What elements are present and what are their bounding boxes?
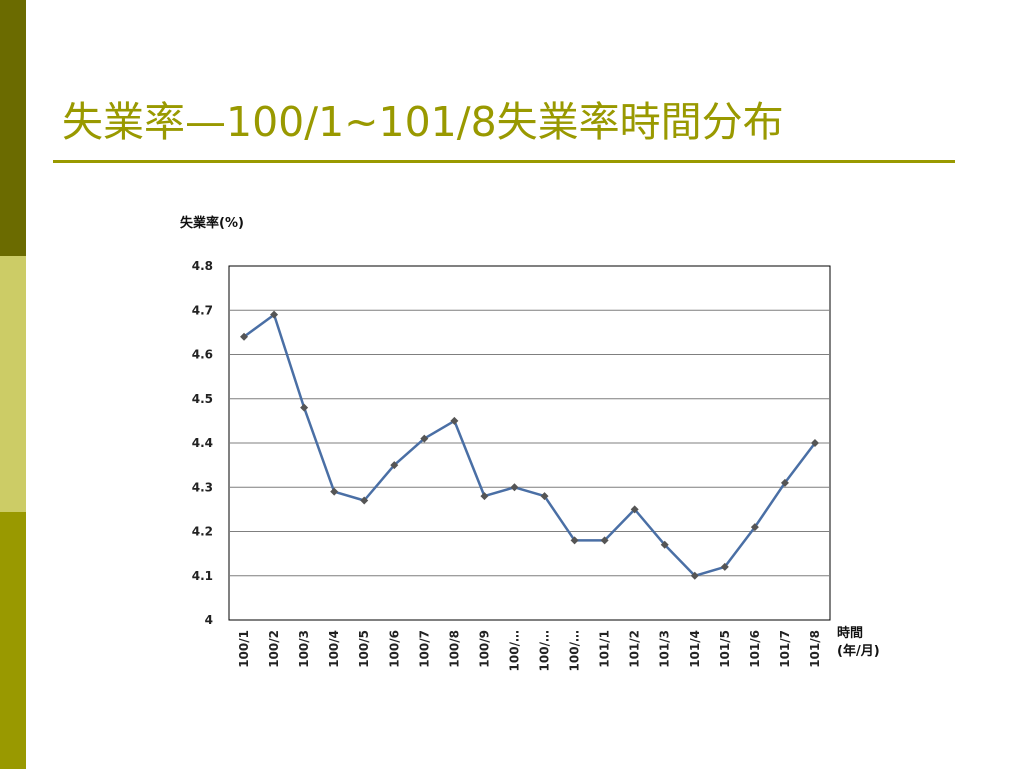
- x-tick-label: 101/4: [688, 630, 702, 668]
- data-point: [570, 536, 579, 545]
- x-tick-label: 100/5: [357, 630, 371, 668]
- data-point: [300, 403, 309, 412]
- x-tick-label: 100/…: [507, 630, 521, 671]
- y-tick-label: 4.2: [192, 525, 213, 539]
- x-axis-title: (年/月): [837, 643, 880, 659]
- x-tick-label: 101/7: [778, 630, 792, 668]
- decor-bar-olive: [0, 512, 26, 769]
- series-line: [243, 313, 816, 578]
- data-point: [480, 492, 489, 501]
- x-tick-label: 101/8: [808, 630, 822, 668]
- y-tick-label: 4.4: [192, 436, 213, 450]
- decor-bar-dark: [0, 0, 26, 256]
- slide-title: 失業率—100/1~101/8失業率時間分布: [62, 98, 784, 146]
- x-tick-label: 100/4: [327, 630, 341, 668]
- y-tick-label: 4.5: [192, 392, 213, 406]
- data-point: [600, 536, 609, 545]
- y-tick-label: 4.1: [192, 569, 213, 583]
- y-tick-label: 4.8: [192, 259, 213, 273]
- x-tick-label: 101/2: [628, 630, 642, 668]
- x-tick-label: 100/6: [387, 630, 401, 668]
- x-axis-title: 時間: [837, 625, 863, 641]
- data-point: [630, 505, 639, 514]
- data-point: [330, 487, 339, 496]
- x-tick-label: 100/2: [267, 630, 281, 668]
- x-tick-label: 100/7: [417, 630, 431, 668]
- x-tick-label: 101/6: [748, 630, 762, 668]
- y-tick-label: 4: [205, 613, 213, 627]
- data-point: [750, 523, 759, 532]
- x-tick-label: 100/8: [447, 630, 461, 668]
- data-point: [390, 461, 399, 470]
- y-tick-label: 4.3: [192, 480, 213, 494]
- data-point: [780, 478, 789, 487]
- x-tick-label: 100/9: [477, 630, 491, 668]
- x-tick-label: 100/3: [297, 630, 311, 668]
- decor-bar-light: [0, 256, 26, 512]
- data-point: [270, 310, 279, 319]
- x-tick-label: 100/1: [237, 630, 251, 668]
- x-tick-label: 101/1: [598, 630, 612, 668]
- data-point: [810, 439, 819, 447]
- data-point: [540, 492, 549, 501]
- data-point: [240, 332, 249, 341]
- title-underline: [53, 160, 955, 163]
- x-tick-label: 101/5: [718, 630, 732, 668]
- data-point: [660, 540, 669, 549]
- data-point: [510, 483, 519, 492]
- data-point: [360, 496, 369, 505]
- x-tick-label: 100/…: [538, 630, 552, 671]
- data-point: [720, 562, 729, 571]
- data-point: [450, 416, 459, 425]
- y-tick-label: 4.6: [192, 348, 213, 362]
- y-axis-title: 失業率(%): [180, 215, 244, 231]
- y-tick-label: 4.7: [192, 303, 213, 317]
- x-tick-label: 101/3: [658, 630, 672, 668]
- x-tick-label: 100/…: [568, 630, 582, 671]
- data-point: [690, 571, 699, 580]
- data-point: [420, 434, 429, 443]
